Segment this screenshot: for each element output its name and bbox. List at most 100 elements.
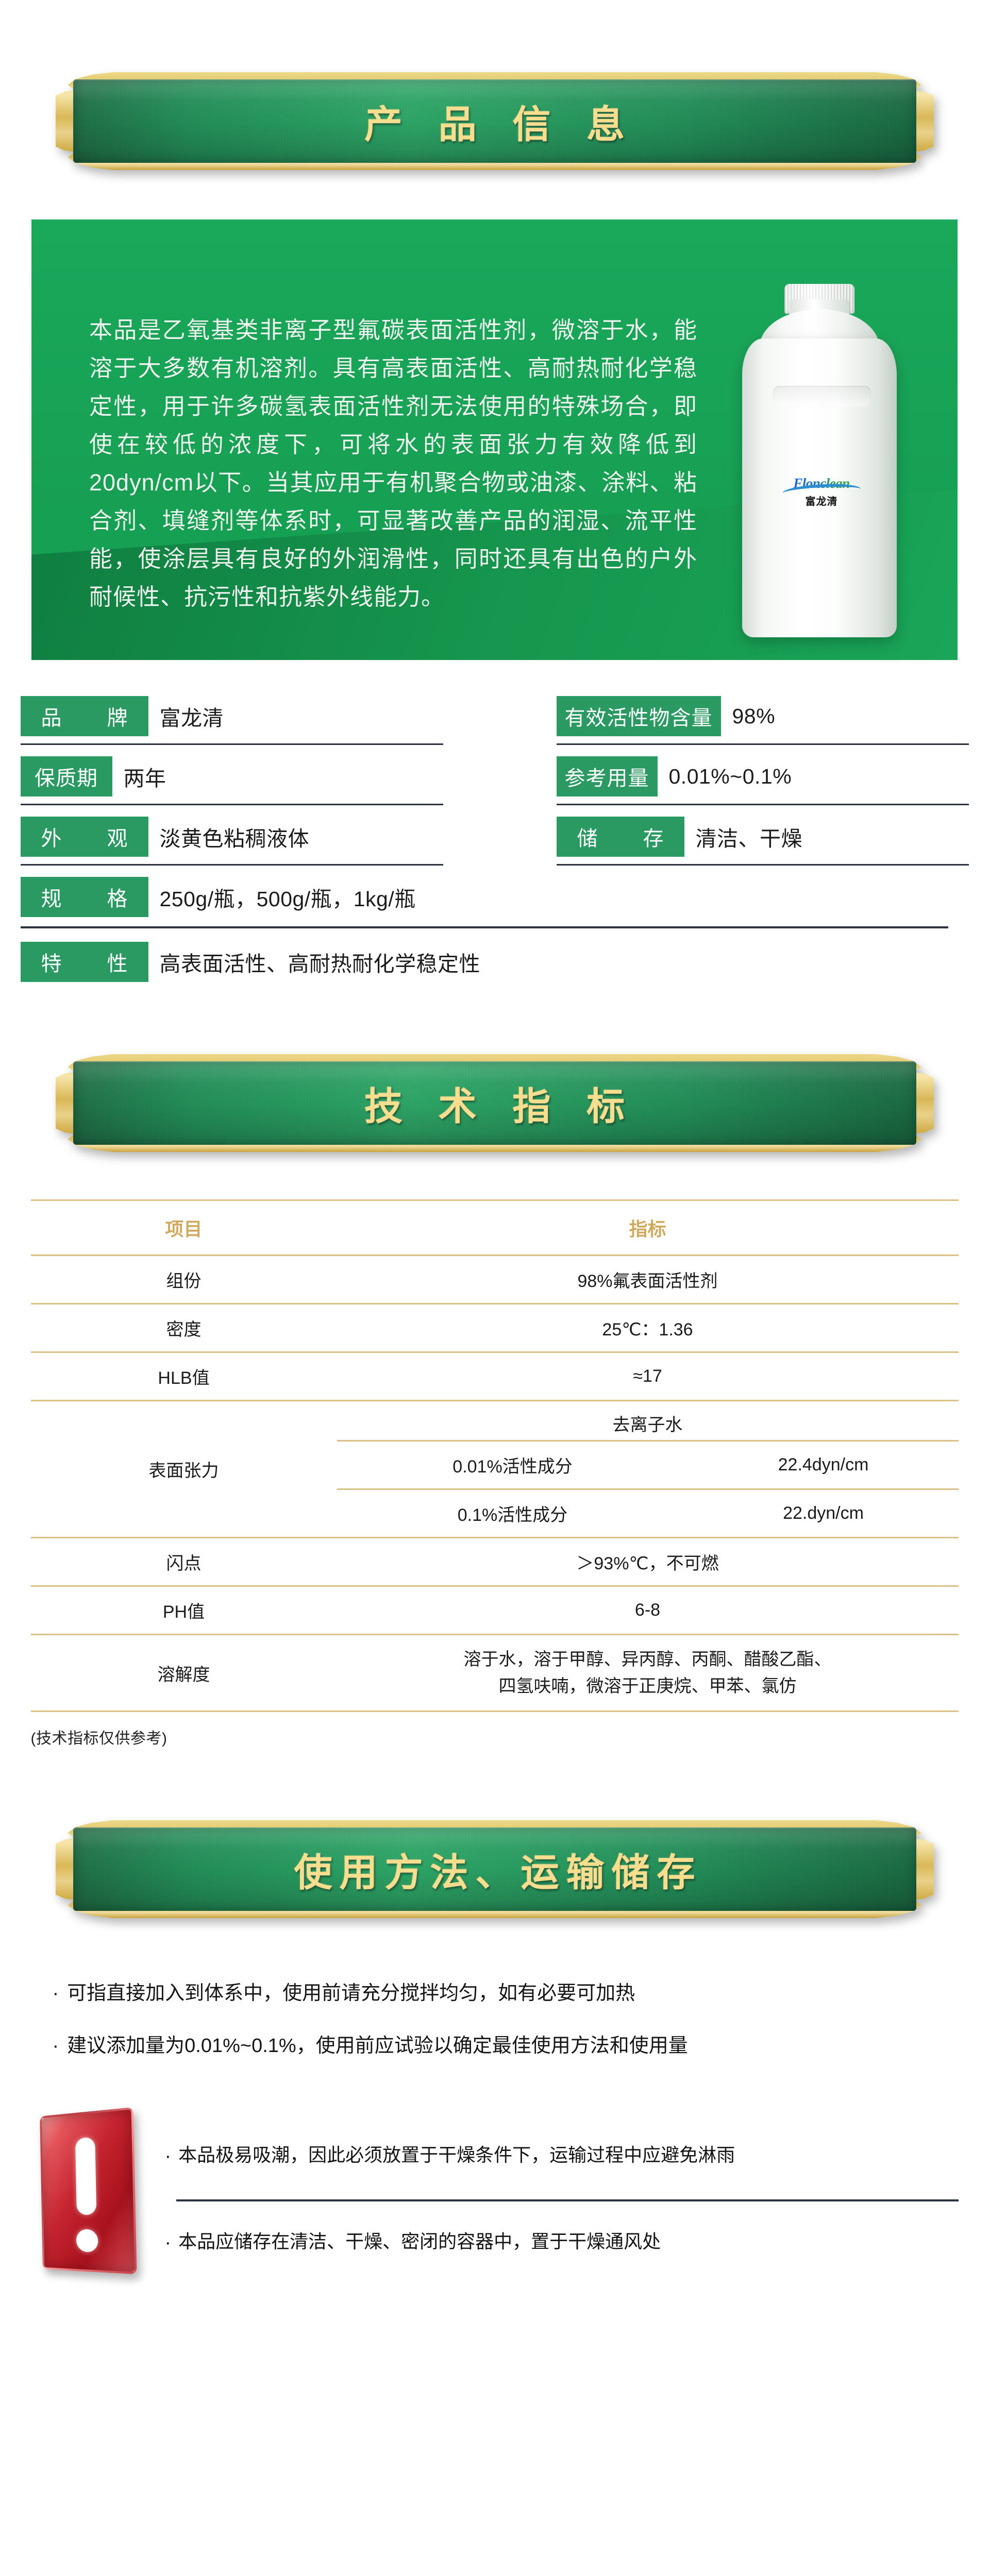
spec-value-active-content: 98% bbox=[732, 704, 776, 728]
tech-label-hlb: HLB值 bbox=[30, 1351, 337, 1401]
bullet-marker-icon: · bbox=[52, 1982, 59, 2004]
spec-value-dosage: 0.01%~0.1% bbox=[668, 764, 792, 788]
surface-concentration-2: 0.1%活性成分 bbox=[337, 1488, 689, 1537]
table-row: 组份 98%氟表面活性剂 bbox=[30, 1255, 959, 1304]
technical-specification-table: 项目 指标 组份 98%氟表面活性剂 密度 25℃：1.36 HLB值 ≈17 bbox=[30, 1188, 959, 1712]
banner-green-field: 产 品 信 息 bbox=[73, 79, 916, 163]
bullet-marker-icon: · bbox=[164, 2145, 172, 2167]
spec-divider bbox=[20, 743, 443, 745]
surface-result-1: 22.4dyn/cm bbox=[688, 1440, 959, 1489]
warning-divider bbox=[176, 2199, 959, 2201]
brand-logo-latin: Flonclean bbox=[765, 477, 878, 490]
product-description-hero: 本品是乙氧基类非离子型氟碳表面活性剂，微溶于水，能溶于大多数有机溶剂。具有高表面… bbox=[31, 219, 958, 660]
banner-tech-spec: 技 术 指 标 bbox=[21, 1054, 969, 1152]
bottle-emboss-panel bbox=[773, 386, 871, 406]
tech-header-item: 项目 bbox=[30, 1199, 337, 1256]
banner-green-field: 使用方法、运输储存 bbox=[73, 1827, 916, 1911]
tech-value-flash-point: ＞93%℃，不可燃 bbox=[337, 1537, 959, 1587]
spec-row-brand: 品 牌 富龙清 bbox=[20, 696, 536, 745]
spec-row-shelf-life: 保质期 两年 bbox=[20, 756, 536, 805]
product-description-text: 本品是乙氧基类非离子型氟碳表面活性剂，微溶于水，能溶于大多数有机溶剂。具有高表面… bbox=[89, 317, 697, 610]
spec-label-package-size: 规 格 bbox=[20, 877, 148, 917]
spacer-after-banner-3 bbox=[0, 1918, 989, 1954]
tech-value-hlb: ≈17 bbox=[337, 1351, 959, 1401]
spec-line-package-size: 规 格 250g/瓶，500g/瓶，1kg/瓶 bbox=[20, 877, 536, 917]
spec-label-appearance: 外 观 bbox=[20, 817, 148, 857]
spacer-after-banner-1 bbox=[0, 170, 989, 219]
tech-label-ph: PH值 bbox=[30, 1585, 337, 1635]
tech-value-ph: 6-8 bbox=[337, 1585, 959, 1635]
tech-label-surface-tension: 表面张力 bbox=[30, 1400, 337, 1538]
warning-text-body: · 本品极易吸潮，因此必须放置于干燥条件下，运输过程中应避免淋雨 · 本品应储存… bbox=[165, 2112, 959, 2272]
spec-label-brand: 品 牌 bbox=[20, 696, 148, 736]
spacer-before-banner-3 bbox=[0, 1748, 989, 1820]
spacer-before-warning bbox=[0, 2074, 989, 2096]
banner-usage-storage: 使用方法、运输储存 bbox=[21, 1820, 969, 1918]
spacer-after-hero bbox=[0, 660, 989, 683]
storage-warning-section: · 本品极易吸潮，因此必须放置于干燥条件下，运输过程中应避免淋雨 · 本品应储存… bbox=[31, 2096, 959, 2275]
tech-header-indicator: 指标 bbox=[337, 1199, 959, 1256]
top-spacer bbox=[0, 0, 989, 72]
spec-divider bbox=[556, 743, 969, 745]
spec-divider bbox=[556, 864, 969, 866]
list-item: · 可指直接加入到体系中，使用前请充分搅拌均匀，如有必要可加热 bbox=[31, 1969, 959, 2021]
table-row: 密度 25℃：1.36 bbox=[30, 1303, 959, 1353]
spec-line-storage: 储 存 清洁、干燥 bbox=[556, 817, 969, 857]
spec-line-active-content: 有效活性物含量 98% bbox=[556, 696, 969, 736]
spec-line-shelf-life: 保质期 两年 bbox=[20, 756, 536, 796]
spec-divider bbox=[20, 804, 443, 805]
specifications-grid: 品 牌 富龙清 保质期 两年 外 观 淡黄色粘稠液体 bbox=[20, 683, 969, 982]
spec-label-dosage: 参考用量 bbox=[556, 756, 658, 796]
tech-table-note: (技术指标仅供参考) bbox=[30, 1730, 167, 1747]
tech-table-head: 项目 指标 bbox=[30, 1199, 959, 1256]
spec-row-characteristics: 特 性 高表面活性、高耐热耐化学稳定性 bbox=[20, 942, 969, 982]
spec-line-brand: 品 牌 富龙清 bbox=[20, 696, 536, 736]
list-item: · 本品极易吸潮，因此必须放置于干燥条件下，运输过程中应避免淋雨 bbox=[165, 2140, 959, 2173]
tech-value-solubility: 溶于水，溶于甲醇、异丙醇、丙酮、醋酸乙酯、 四氢呋喃，微溶于正庚烷、甲苯、氯仿 bbox=[337, 1634, 959, 1712]
spec-label-storage: 储 存 bbox=[556, 817, 684, 857]
surface-result-2: 22.dyn/cm bbox=[688, 1488, 959, 1537]
spec-line-dosage: 参考用量 0.01%~0.1% bbox=[556, 756, 969, 796]
usage-item-text-1: 可指直接加入到体系中，使用前请充分搅拌均匀，如有必要可加热 bbox=[67, 1982, 635, 2004]
bottle-brand-label: Flonclean 富龙清 bbox=[765, 477, 878, 508]
table-row: 溶解度 溶于水，溶于甲醇、异丙醇、丙酮、醋酸乙酯、 四氢呋喃，微溶于正庚烷、甲苯、… bbox=[30, 1634, 959, 1712]
tech-label-solubility: 溶解度 bbox=[30, 1634, 337, 1712]
banner-green-field: 技 术 指 标 bbox=[73, 1061, 916, 1145]
table-row: 0.1%活性成分 22.dyn/cm bbox=[337, 1488, 959, 1537]
spec-column-right: 有效活性物含量 98% 参考用量 0.01%~0.1% 储 存 清洁、干 bbox=[556, 696, 969, 917]
tech-value-composition: 98%氟表面活性剂 bbox=[337, 1255, 959, 1304]
warning-icon-wrap bbox=[31, 2107, 160, 2275]
spec-row-dosage: 参考用量 0.01%~0.1% bbox=[556, 756, 969, 805]
spec-value-appearance: 淡黄色粘稠液体 bbox=[159, 827, 309, 851]
spacer-after-banner-2 bbox=[0, 1152, 989, 1188]
banner-title-product-info: 产 品 信 息 bbox=[364, 102, 636, 147]
spec-row-storage: 储 存 清洁、干燥 bbox=[556, 817, 969, 866]
spec-row-package-size: 规 格 250g/瓶，500g/瓶，1kg/瓶 bbox=[20, 877, 536, 917]
warning-item-text-2: 本品应储存在清洁、干燥、密闭的容器中，置于干燥通风处 bbox=[178, 2231, 661, 2252]
banner-frame: 产 品 信 息 bbox=[55, 72, 934, 170]
brand-logo-chinese: 富龙清 bbox=[805, 495, 838, 507]
bullet-marker-icon: · bbox=[52, 2035, 59, 2057]
banner-title-usage-storage: 使用方法、运输储存 bbox=[294, 1850, 702, 1895]
banner-frame: 技 术 指 标 bbox=[55, 1054, 934, 1152]
bottle-body: Flonclean 富龙清 bbox=[742, 338, 897, 637]
banner-title-tech-spec: 技 术 指 标 bbox=[364, 1084, 636, 1129]
exclamation-mark-icon bbox=[39, 2107, 137, 2275]
spacer-before-banner-2 bbox=[0, 982, 989, 1054]
spec-divider bbox=[20, 864, 443, 866]
banner-product-info: 产 品 信 息 bbox=[21, 72, 969, 170]
spec-value-brand: 富龙清 bbox=[159, 706, 224, 730]
table-row-surface-tension: 表面张力 去离子水 0.01%活性成分 22.4dyn/cm 0.1%活性成分 … bbox=[30, 1400, 959, 1538]
spec-columns: 品 牌 富龙清 保质期 两年 外 观 淡黄色粘稠液体 bbox=[20, 696, 969, 917]
spec-divider-full bbox=[20, 926, 948, 928]
spec-value-package-size: 250g/瓶，500g/瓶，1kg/瓶 bbox=[159, 887, 416, 911]
usage-item-text-2: 建议添加量为0.01%~0.1%，使用前应试验以确定最佳使用方法和使用量 bbox=[67, 2035, 688, 2057]
spec-value-shelf-life: 两年 bbox=[123, 767, 166, 790]
table-row: 0.01%活性成分 22.4dyn/cm bbox=[337, 1440, 959, 1489]
tech-surface-medium: 去离子水 bbox=[612, 1415, 683, 1435]
tech-table-body: 组份 98%氟表面活性剂 密度 25℃：1.36 HLB值 ≈17 表面张力 去… bbox=[30, 1255, 959, 1712]
spec-row-active-content: 有效活性物含量 98% bbox=[556, 696, 969, 745]
usage-instructions-list: · 可指直接加入到体系中，使用前请充分搅拌均匀，如有必要可加热 · 建议添加量为… bbox=[31, 1954, 959, 2074]
tech-header-row: 项目 指标 bbox=[30, 1199, 959, 1256]
